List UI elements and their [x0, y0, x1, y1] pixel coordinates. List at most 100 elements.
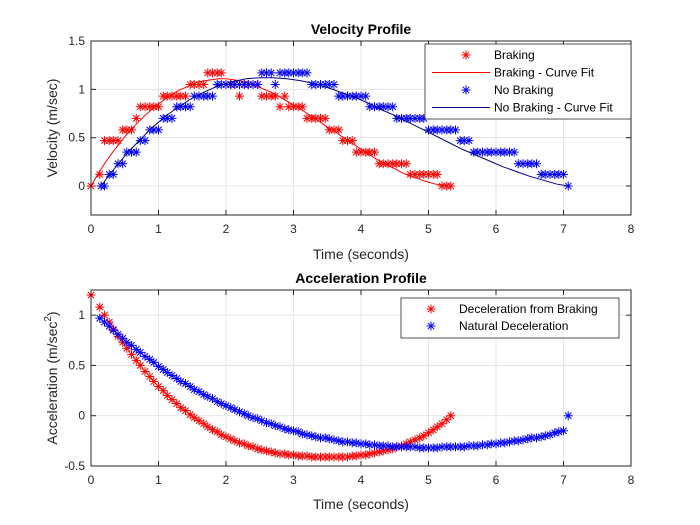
data-point-no-braking: [262, 68, 271, 78]
data-point-deceleration-from-braking: [162, 391, 172, 401]
data-point-natural-deceleration: [419, 443, 429, 453]
velocity-axes-box: [90, 40, 632, 216]
velocity-xtick-label: 0: [88, 222, 95, 236]
data-point-natural-deceleration: [280, 424, 290, 434]
data-point-braking: [437, 181, 447, 191]
legend-marker-no-braking: [461, 85, 471, 95]
data-point-deceleration-from-braking: [122, 343, 132, 353]
legend-label-no-braking: No Braking: [494, 83, 553, 97]
data-point-no-braking: [253, 80, 263, 89]
data-point-braking: [302, 113, 312, 123]
data-point-no-braking: [284, 68, 294, 78]
data-point-natural-deceleration: [253, 414, 263, 424]
data-point-natural-deceleration: [145, 354, 155, 364]
data-point-natural-deceleration: [311, 432, 321, 442]
data-point-no-braking: [167, 113, 177, 123]
data-point-no-braking: [505, 147, 514, 157]
data-point-natural-deceleration: [482, 440, 492, 450]
data-point-deceleration-from-braking: [370, 448, 379, 458]
data-point-no-braking: [235, 80, 244, 89]
data-point-natural-deceleration: [185, 382, 195, 392]
data-point-natural-deceleration: [127, 340, 136, 350]
data-point-braking: [401, 159, 411, 169]
data-point-braking: [122, 125, 132, 135]
data-point-no-braking: [329, 80, 339, 89]
data-point-no-braking: [383, 102, 393, 112]
data-point-deceleration-from-braking: [140, 366, 150, 376]
data-point-no-braking: [437, 125, 447, 135]
data-point-natural-deceleration: [104, 321, 114, 331]
data-point-braking: [189, 80, 199, 89]
velocity-ytick-label: 1.5: [68, 34, 85, 48]
data-point-natural-deceleration: [176, 377, 186, 387]
data-point-deceleration-from-braking: [311, 452, 321, 462]
data-point-braking: [410, 169, 420, 179]
data-point-no-braking: [302, 68, 312, 78]
data-point-deceleration-from-braking: [442, 415, 452, 425]
acceleration-tick-labels: 0 1 2 3 4 5 6 7 8-0.500.51: [64, 308, 634, 487]
acceleration-ytick-label: 0: [78, 409, 85, 423]
data-point-natural-deceleration: [392, 442, 402, 452]
data-point-deceleration-from-braking: [284, 450, 294, 460]
data-point-no-braking: [149, 125, 159, 135]
data-point-braking: [113, 136, 123, 146]
data-point-natural-deceleration: [424, 443, 433, 453]
data-point-braking: [216, 68, 226, 78]
data-point-natural-deceleration: [118, 333, 128, 343]
data-point-natural-deceleration: [478, 440, 487, 450]
data-point-natural-deceleration: [181, 379, 190, 389]
data-point-no-braking: [316, 80, 325, 89]
data-point-natural-deceleration: [518, 435, 528, 445]
data-point-natural-deceleration: [167, 370, 177, 380]
data-point-no-braking: [162, 113, 172, 123]
data-point-natural-deceleration: [158, 364, 168, 374]
data-point-deceleration-from-braking: [437, 419, 447, 429]
data-point-deceleration-from-braking: [374, 447, 384, 457]
data-point-deceleration-from-braking: [428, 425, 438, 435]
data-point-natural-deceleration: [270, 421, 280, 431]
data-point-natural-deceleration: [343, 437, 352, 447]
data-point-deceleration-from-braking: [100, 310, 109, 320]
data-point-no-braking: [545, 169, 555, 179]
data-point-natural-deceleration: [135, 347, 145, 357]
legend-label-no-braking-curve-fit: No Braking - Curve Fit: [494, 101, 613, 115]
data-point-braking: [383, 159, 393, 169]
data-point-natural-deceleration: [397, 442, 406, 452]
data-point-no-braking: [378, 102, 388, 112]
data-point-natural-deceleration: [140, 351, 150, 361]
acceleration-ylabel-main: Acceleration (m/sec: [44, 322, 60, 445]
data-point-deceleration-from-braking: [243, 441, 253, 451]
acceleration-ylabel: Acceleration (m/sec2): [43, 311, 60, 444]
data-point-no-braking: [194, 91, 204, 101]
data-point-natural-deceleration: [275, 422, 285, 432]
data-point-natural-deceleration: [505, 437, 514, 447]
data-point-deceleration-from-braking: [446, 411, 456, 421]
data-point-braking: [347, 136, 357, 146]
legend-marker-deceleration-from-braking: [426, 304, 436, 314]
data-point-deceleration-from-braking: [356, 450, 366, 460]
data-point-natural-deceleration: [320, 433, 330, 443]
data-point-natural-deceleration: [235, 407, 244, 417]
data-point-natural-deceleration: [365, 440, 375, 450]
data-point-natural-deceleration: [162, 367, 172, 377]
data-point-braking: [235, 91, 244, 101]
velocity-marks: [86, 68, 573, 191]
legend-label-braking: Braking: [494, 48, 535, 62]
data-point-no-braking: [392, 113, 402, 123]
data-point-braking: [194, 80, 204, 89]
acceleration-xtick-label: 5: [425, 473, 432, 487]
data-point-natural-deceleration: [284, 425, 294, 435]
data-point-no-braking: [181, 102, 190, 112]
data-point-no-braking: [248, 80, 258, 89]
data-point-natural-deceleration: [378, 441, 388, 451]
data-point-deceleration-from-braking: [419, 431, 429, 441]
data-point-braking: [297, 102, 307, 112]
data-point-braking: [446, 181, 456, 191]
data-point-natural-deceleration: [523, 434, 533, 444]
data-point-no-braking: [365, 102, 375, 112]
data-point-natural-deceleration: [334, 436, 344, 446]
data-point-no-braking: [486, 147, 496, 157]
data-point-braking: [432, 169, 442, 179]
data-point-deceleration-from-braking: [239, 439, 249, 449]
